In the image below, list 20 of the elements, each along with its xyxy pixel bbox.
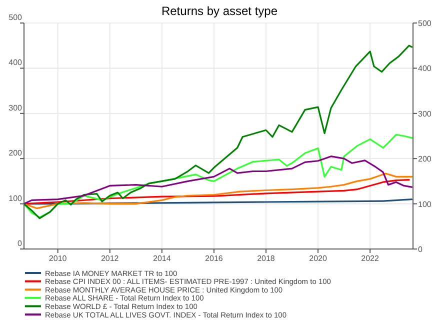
x-tick-label: 2020 xyxy=(309,254,328,263)
y2-tick-label: 100 xyxy=(418,200,432,209)
y-tick-label: 0 xyxy=(18,239,23,248)
y2-tick-label: 400 xyxy=(418,64,432,74)
y-tick-label: 100 xyxy=(8,194,23,203)
x-tick-label: 2010 xyxy=(48,254,68,263)
x-tick-label: 2018 xyxy=(257,254,276,263)
chart-title: Returns by asset type xyxy=(161,4,278,18)
y-tick-label: 300 xyxy=(8,103,23,112)
x-tick-label: 2022 xyxy=(361,254,380,263)
x-tick-label: 2012 xyxy=(100,254,120,263)
y-tick-label: 200 xyxy=(8,148,23,158)
y-tick-label: 500 xyxy=(8,13,23,22)
y2-tick-label: 300 xyxy=(418,109,432,118)
x-tick-label: 2014 xyxy=(153,254,172,263)
y2-tick-label: 500 xyxy=(418,19,432,28)
x-tick-label: 2016 xyxy=(205,254,224,263)
y2-tick-label: 0 xyxy=(418,245,423,254)
y-tick-label: 400 xyxy=(8,58,23,68)
y2-tick-label: 200 xyxy=(418,154,432,164)
